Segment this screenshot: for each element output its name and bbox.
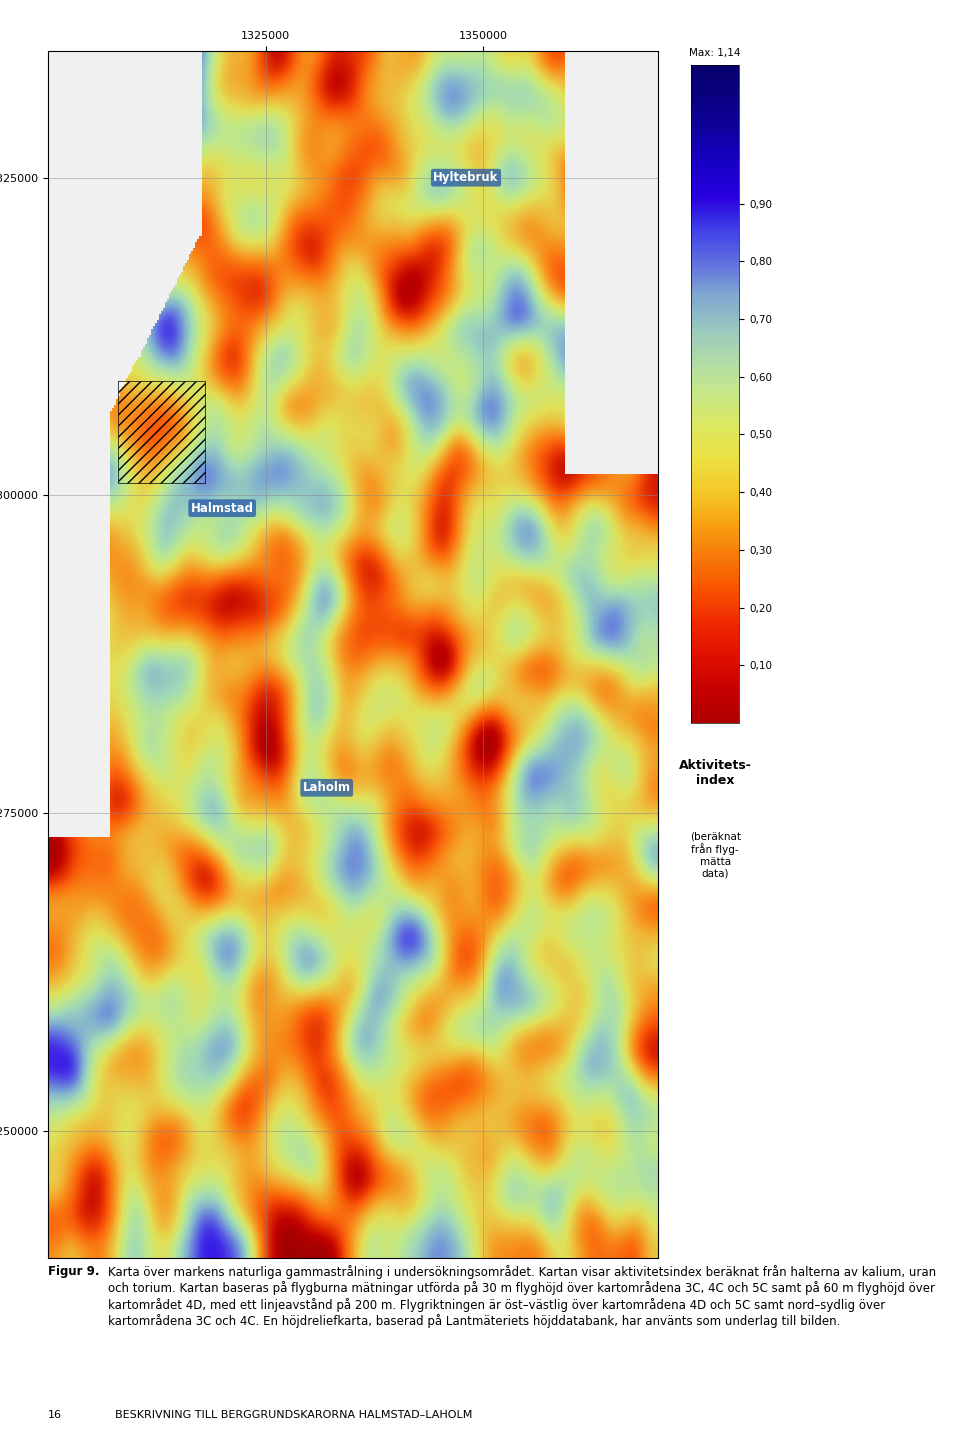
Text: Hyltebruk: Hyltebruk — [433, 171, 498, 184]
Text: Halmstad: Halmstad — [191, 502, 253, 515]
Text: Karta över markens naturliga gammastrålning i undersökningsområdet. Kartan visar: Karta över markens naturliga gammastråln… — [108, 1265, 936, 1327]
Text: 16: 16 — [48, 1410, 62, 1420]
Text: (beräknat
från flyg-
mätta
data): (beräknat från flyg- mätta data) — [689, 831, 741, 879]
Bar — [118, 382, 204, 483]
Text: Max: 1,14: Max: 1,14 — [689, 48, 741, 58]
Text: Laholm: Laholm — [302, 781, 350, 794]
Text: BESKRIVNING TILL BERGGRUNDSKARORNA HALMSTAD–LAHOLM: BESKRIVNING TILL BERGGRUNDSKARORNA HALMS… — [115, 1410, 472, 1420]
Text: Figur 9.: Figur 9. — [48, 1265, 100, 1278]
Text: Aktivitets-
index: Aktivitets- index — [679, 759, 752, 787]
